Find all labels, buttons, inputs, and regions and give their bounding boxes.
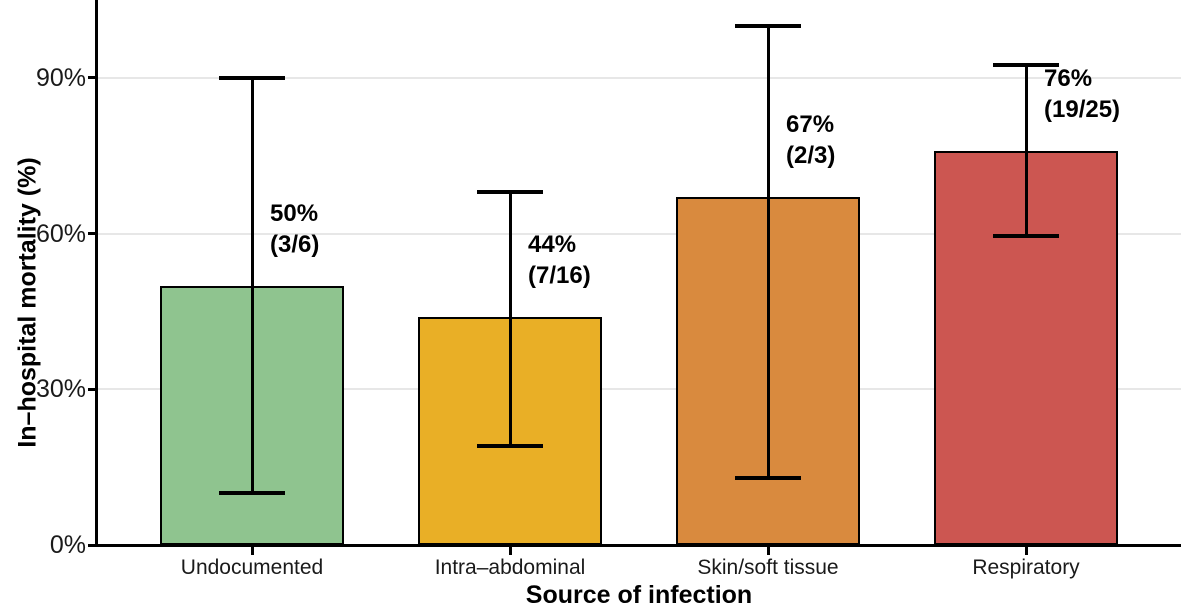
error-bar-line — [766, 26, 770, 478]
error-bar-cap-bottom — [993, 234, 1059, 239]
bar-value-annotation: 67% (2/3) — [786, 109, 835, 171]
bar-value-annotation: 44% (7/16) — [528, 229, 591, 291]
y-tick-label: 90% — [35, 63, 86, 92]
x-tick-label-Skin/soft tissue: Skin/soft tissue — [697, 556, 839, 579]
bar-fraction-label: (7/16) — [528, 261, 591, 289]
gridline-90% — [96, 76, 1181, 79]
bar-fraction-label: (3/6) — [270, 230, 320, 258]
gridline-30% — [96, 388, 1181, 391]
error-bar-cap-top — [735, 24, 801, 28]
y-axis-title: In–hospital mortality (%) — [13, 157, 42, 448]
error-bar-cap-bottom — [735, 475, 801, 480]
x-tick-label-Undocumented: Undocumented — [180, 556, 324, 579]
bar-percent-label: 50% — [270, 199, 319, 227]
y-tick-label: 60% — [35, 219, 86, 248]
y-tick-mark — [88, 387, 96, 391]
x-tick-mark — [250, 546, 254, 555]
y-tick-mark — [88, 76, 96, 80]
bar-percent-label: 44% — [528, 230, 577, 258]
x-tick-mark — [1024, 546, 1028, 555]
y-tick-label: 0% — [49, 531, 86, 559]
bar-percent-label: 67% — [786, 111, 835, 139]
error-bar-cap-bottom — [477, 444, 543, 449]
x-tick-label-Respiratory: Respiratory — [972, 556, 1080, 579]
x-tick-mark — [766, 546, 770, 555]
x-tick-label-Intra–abdominal: Intra–abdominal — [434, 556, 586, 579]
x-axis-line — [94, 543, 1181, 547]
bar-fraction-label: (19/25) — [1044, 95, 1121, 123]
bar-value-annotation: 76% (19/25) — [1044, 63, 1120, 125]
y-axis-line — [94, 0, 98, 547]
error-bar-cap-top — [219, 75, 285, 80]
error-bar-cap-bottom — [219, 491, 285, 496]
error-bar-line — [250, 77, 254, 494]
error-bar-cap-top — [993, 62, 1059, 67]
error-bar-line — [508, 192, 512, 447]
y-tick-mark — [88, 543, 96, 547]
bar-fraction-label: (2/3) — [786, 142, 836, 170]
y-tick-mark — [88, 232, 96, 236]
error-bar-line — [1024, 64, 1028, 237]
bar-percent-label: 76% — [1044, 64, 1093, 92]
gridline-60% — [96, 232, 1181, 235]
x-tick-mark — [508, 546, 512, 555]
bar-value-annotation: 50% (3/6) — [270, 198, 319, 260]
error-bar-cap-top — [477, 190, 543, 195]
x-axis-title: Source of infection — [525, 581, 753, 609]
y-tick-label: 30% — [35, 375, 86, 404]
